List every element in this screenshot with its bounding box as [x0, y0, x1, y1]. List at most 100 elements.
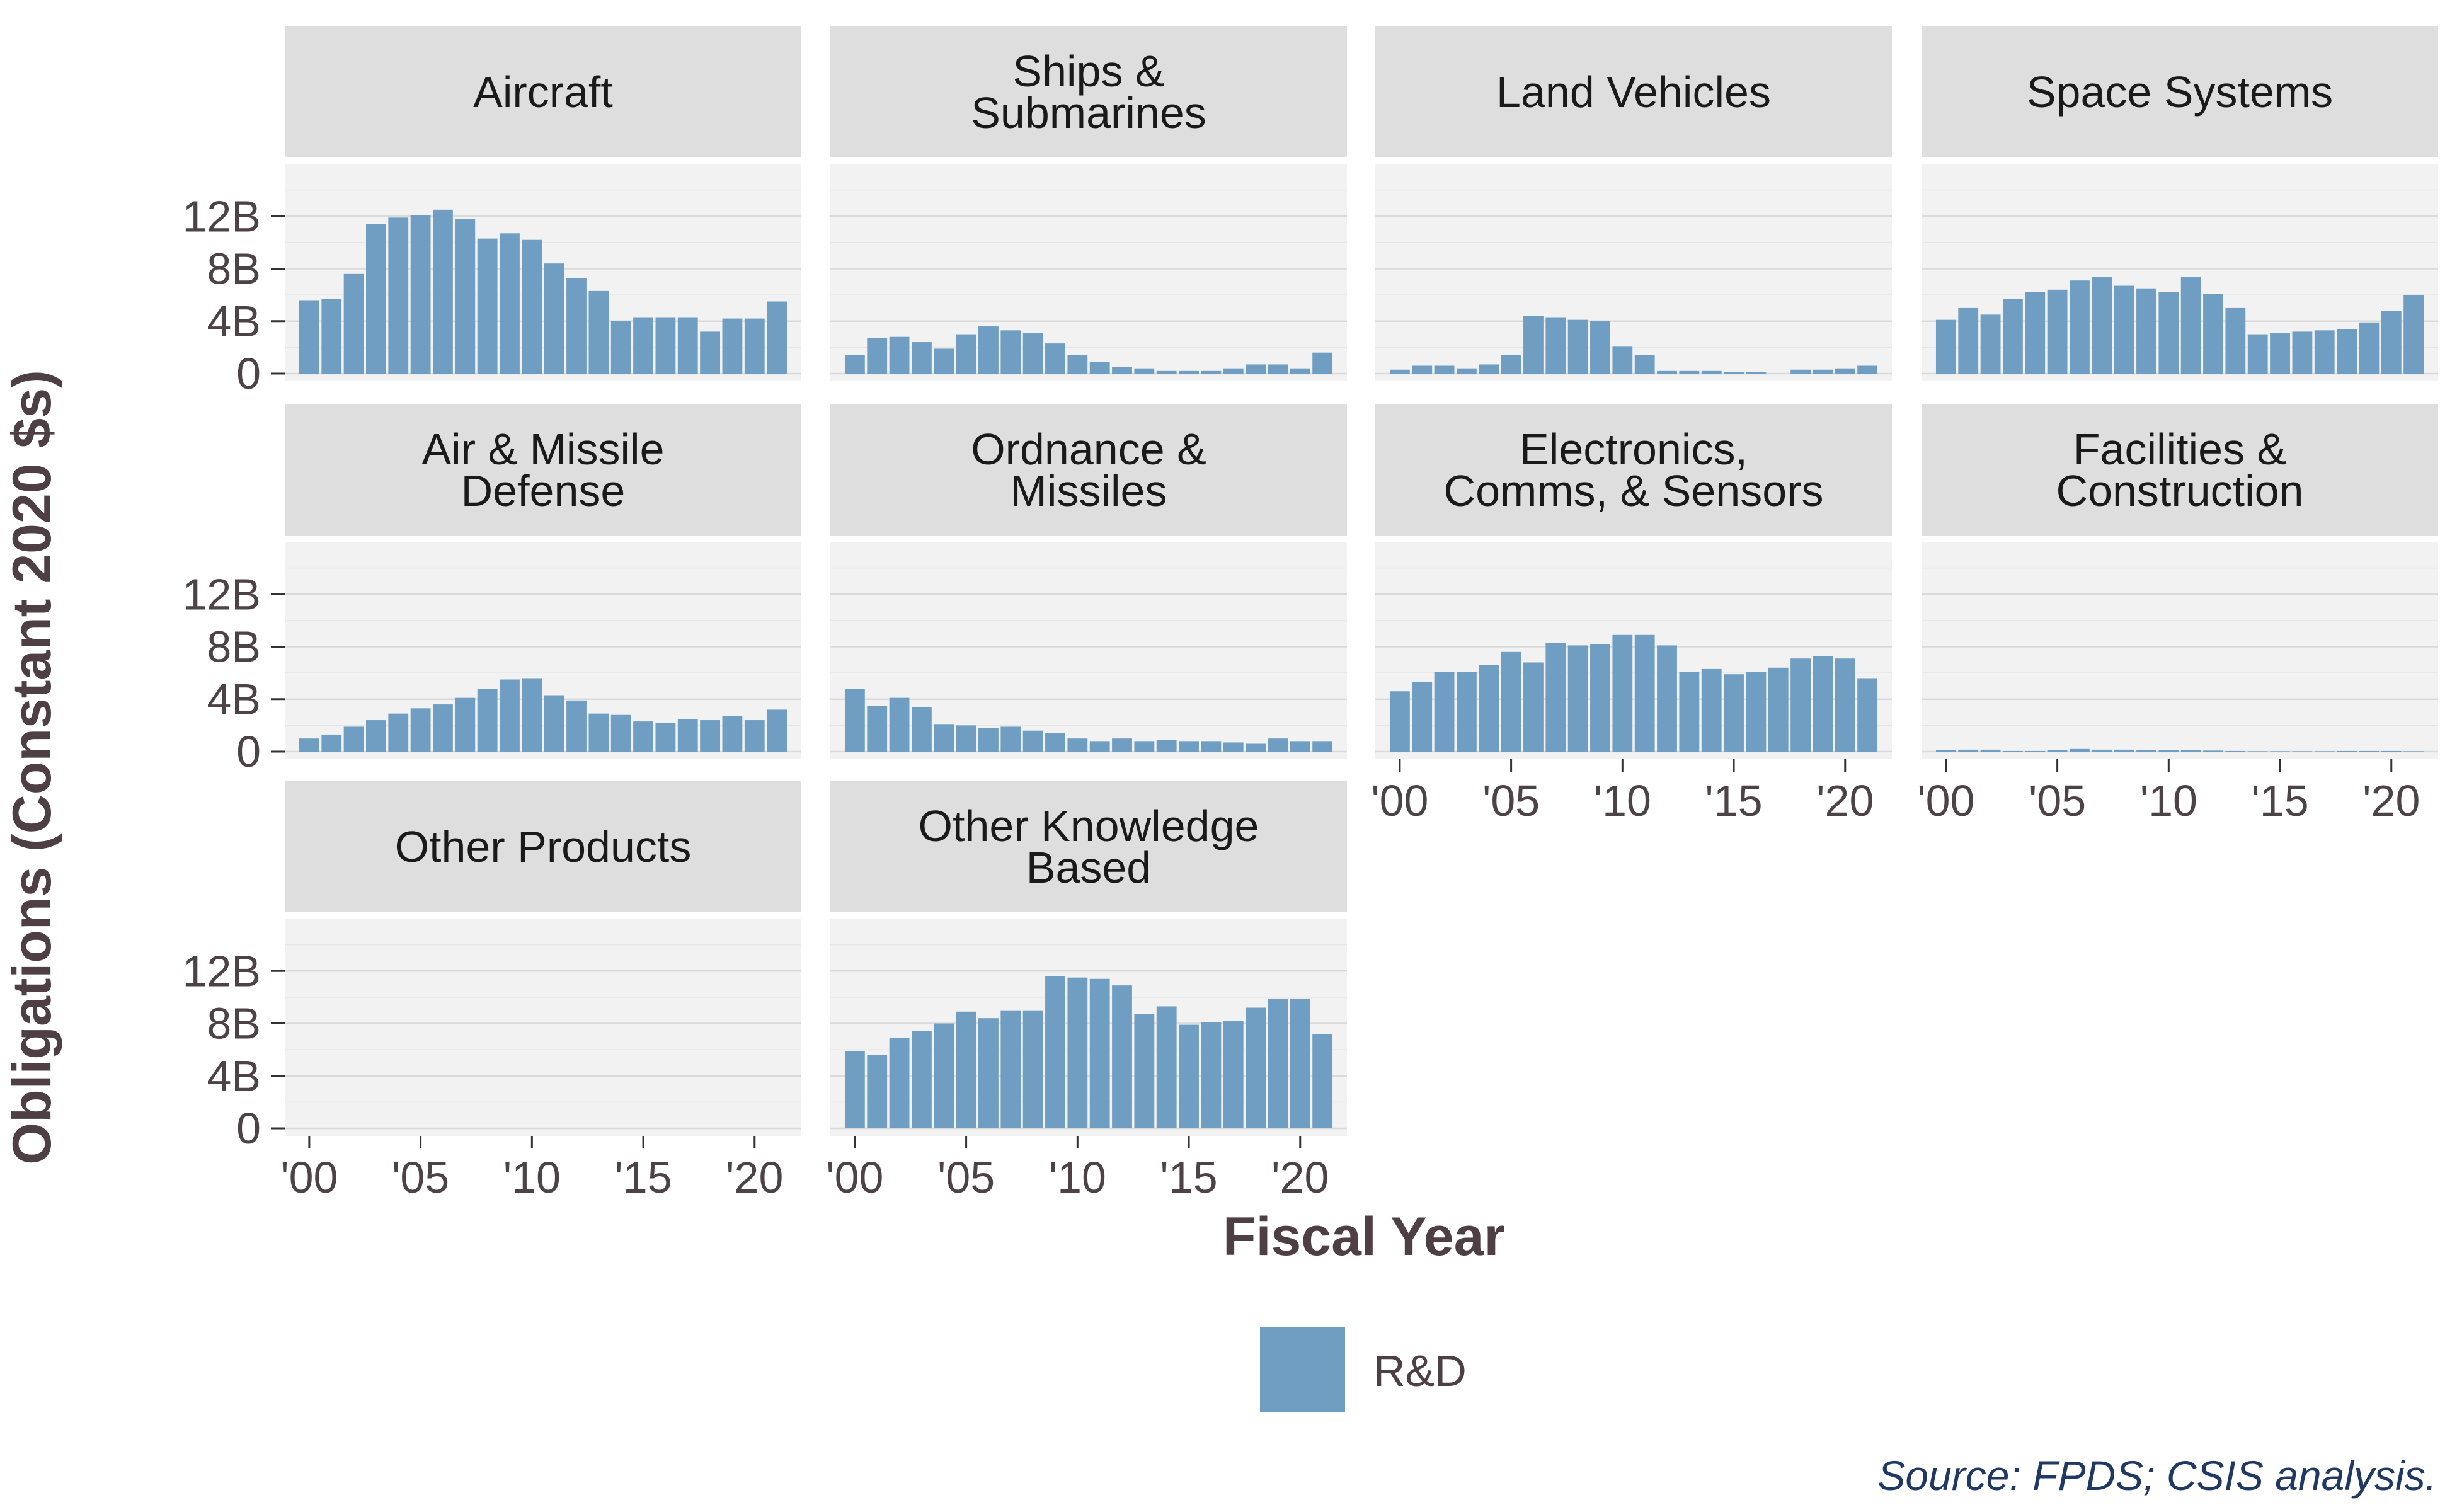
bar-2020 — [744, 720, 765, 752]
bar-2018 — [1790, 369, 1811, 374]
bar-2016 — [1201, 370, 1222, 374]
bar-2002 — [343, 726, 364, 752]
bar-2002 — [889, 336, 910, 374]
bar-2019 — [1268, 998, 1288, 1128]
bar-2008 — [1567, 645, 1588, 752]
bar-2016 — [1201, 741, 1222, 752]
bar-2009 — [500, 233, 520, 374]
bar-2015 — [2270, 333, 2290, 374]
legend: R&D — [1260, 1327, 1467, 1412]
bar-2009 — [1590, 644, 1610, 752]
bar-2016 — [1746, 372, 1767, 374]
bar-2011 — [2180, 750, 2201, 752]
bar-2016 — [2292, 751, 2313, 752]
bar-2020 — [2381, 750, 2402, 752]
bar-2009 — [1045, 343, 1065, 374]
bar-2013 — [588, 713, 609, 752]
bar-2014 — [2247, 334, 2268, 374]
strip-title: Land Vehicles — [1496, 67, 1771, 117]
bar-2013 — [2225, 307, 2246, 374]
y-tick-label: 4B — [207, 297, 261, 346]
bar-2000 — [1935, 319, 1956, 374]
bar-2008 — [1567, 319, 1588, 374]
y-tick-label: 8B — [207, 999, 261, 1048]
bar-2017 — [1768, 667, 1789, 752]
bar-2014 — [1156, 740, 1177, 752]
bar-2021 — [2403, 751, 2424, 752]
x-tick-label: '05 — [392, 1153, 449, 1202]
bar-2019 — [1813, 369, 1833, 374]
strip-title: Aircraft — [473, 67, 613, 117]
x-tick-label: '00 — [826, 1153, 883, 1202]
x-tick-label: '10 — [2140, 776, 2197, 825]
bar-2004 — [934, 724, 954, 752]
x-tick-label: '10 — [1594, 776, 1651, 825]
x-tick-label: '20 — [726, 1153, 783, 1202]
y-tick-label: 0 — [236, 349, 261, 398]
bar-2011 — [1089, 978, 1110, 1128]
panel-land-vehicles: Land Vehicles — [1375, 26, 1892, 381]
bar-2021 — [767, 709, 788, 752]
strip-title: Comms, & Sensors — [1444, 466, 1824, 515]
strip-background — [1922, 404, 2438, 536]
bar-2018 — [700, 331, 720, 374]
bar-2004 — [1479, 665, 1499, 752]
bar-2006 — [1523, 662, 1544, 752]
bar-2012 — [566, 278, 587, 374]
strip-background — [1375, 26, 1892, 158]
y-tick-label: 4B — [207, 1051, 261, 1101]
y-tick-label: 0 — [236, 727, 261, 776]
x-axis-title: Fiscal Year — [1223, 1206, 1505, 1267]
bar-2018 — [2337, 329, 2357, 374]
bar-2019 — [722, 318, 743, 374]
bar-2002 — [343, 273, 364, 374]
bar-2008 — [1022, 1010, 1043, 1128]
bar-2011 — [1634, 355, 1655, 374]
bar-2013 — [1679, 370, 1700, 374]
strip-background — [285, 781, 801, 912]
x-tick-label: '15 — [2251, 776, 2308, 825]
bar-2014 — [2247, 751, 2268, 752]
bar-2003 — [1457, 368, 1477, 374]
bar-2015 — [2270, 751, 2290, 752]
bar-2018 — [1246, 1007, 1266, 1128]
x-tick-label: '15 — [1160, 1153, 1217, 1202]
x-tick-label: '20 — [2362, 776, 2420, 825]
bar-2017 — [2314, 330, 2335, 374]
bar-2021 — [767, 301, 788, 374]
bar-2021 — [1857, 365, 1878, 374]
bar-2019 — [1268, 738, 1288, 752]
bar-2018 — [2337, 750, 2357, 752]
strip-title: Defense — [461, 466, 626, 515]
bar-2000 — [844, 1051, 865, 1128]
bar-2003 — [2003, 750, 2023, 752]
bar-2003 — [366, 224, 386, 374]
bar-2005 — [1501, 651, 1521, 752]
y-tick-label: 0 — [236, 1104, 261, 1153]
bar-2017 — [1223, 1021, 1244, 1128]
bar-2016 — [1201, 1022, 1222, 1128]
x-tick-label: '20 — [1271, 1153, 1329, 1202]
bar-2006 — [978, 728, 999, 752]
strip-title: Space Systems — [2027, 67, 2333, 117]
x-tick-label: '20 — [1816, 776, 1874, 825]
bar-2005 — [410, 215, 431, 374]
strip-title: Electronics, — [1520, 425, 1748, 474]
bar-2000 — [844, 355, 865, 374]
bar-2006 — [2070, 280, 2090, 374]
bar-2006 — [978, 1018, 999, 1128]
bar-2006 — [433, 209, 453, 374]
bar-2013 — [1679, 672, 1700, 752]
plot-background — [285, 919, 801, 1136]
bar-2020 — [1290, 741, 1310, 752]
bar-2011 — [544, 263, 564, 374]
y-tick-label: 12B — [182, 192, 261, 241]
bar-2020 — [2381, 311, 2402, 374]
x-tick-label: '00 — [1917, 776, 1974, 825]
bar-2016 — [655, 317, 676, 374]
bar-2008 — [2114, 749, 2134, 752]
